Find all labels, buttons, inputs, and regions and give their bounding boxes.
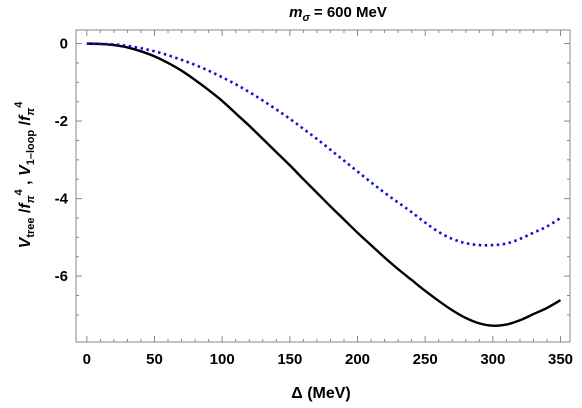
y-axis-label: Vtree /fπ4 , V1–loop /fπ4 (13, 101, 37, 249)
series-line-tree (86, 42, 562, 327)
y-tick-label: 0 (60, 36, 68, 53)
x-tick-label: 350 (548, 351, 573, 368)
series-group (86, 42, 562, 327)
title-subscript: σ (302, 12, 310, 24)
y-tick-label: -6 (55, 268, 68, 285)
x-tick-label: 100 (210, 351, 235, 368)
x-tick-label: 50 (146, 351, 163, 368)
x-axis-label: Δ (MeV) (291, 385, 351, 402)
plot-frame (75, 29, 571, 343)
x-tick-label: 200 (345, 351, 370, 368)
x-tick-label: 150 (277, 351, 302, 368)
chart-title: mσ = 600 MeV (289, 4, 387, 24)
x-tick-label: 0 (83, 351, 91, 368)
x-tick-label: 250 (413, 351, 438, 368)
y-tick-label: -2 (55, 113, 68, 130)
series-line-1-loop (86, 42, 562, 247)
x-tick-label: 300 (480, 351, 505, 368)
y-tick-label: -4 (55, 191, 69, 208)
tick-group: 0 50 100 150 200 250 300 350 0 -2 -4 -6 (55, 30, 573, 368)
title-rest: = 600 MeV (310, 4, 387, 21)
title-symbol: m (289, 4, 302, 21)
